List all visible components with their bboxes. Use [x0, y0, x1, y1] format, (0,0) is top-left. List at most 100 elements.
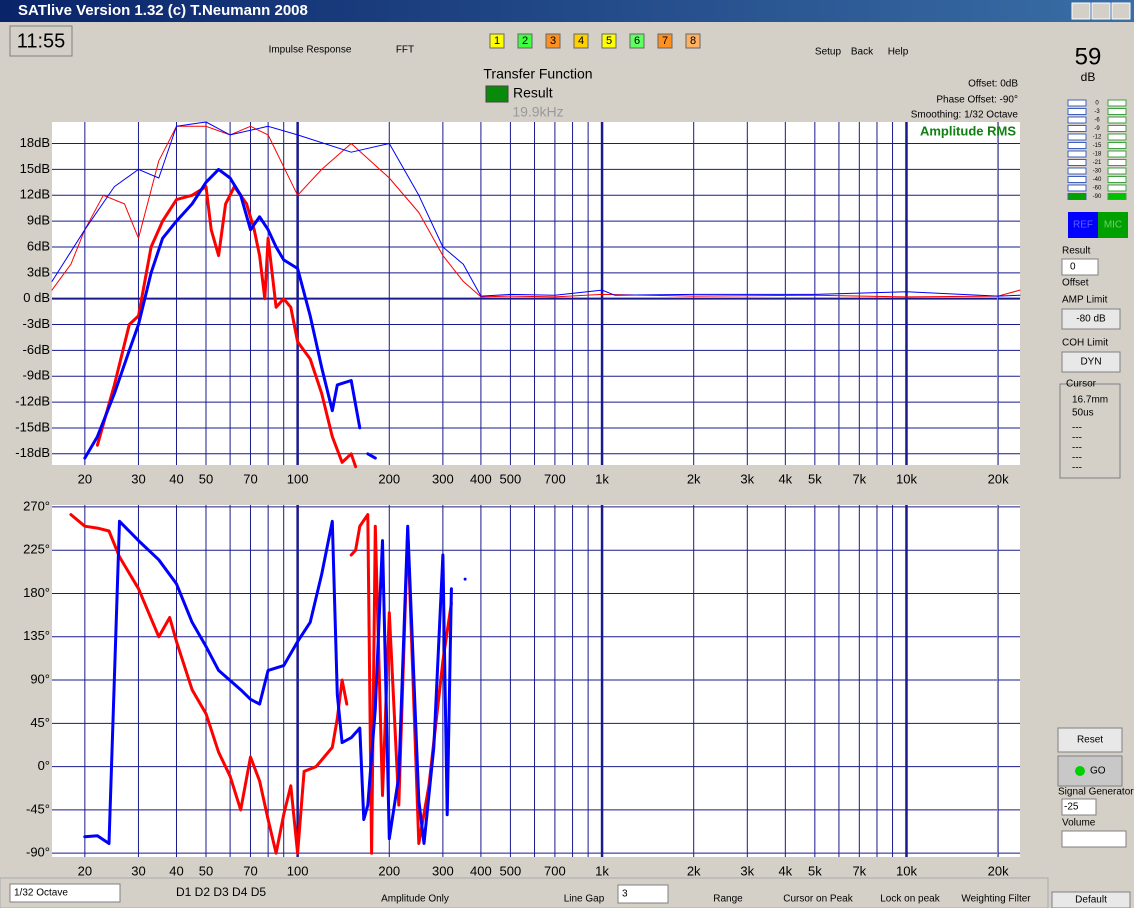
clock-box	[9, 25, 73, 57]
back-button[interactable]: Back	[851, 47, 874, 58]
ref-button[interactable]	[1068, 212, 1098, 238]
y-tick-label: -18dB	[15, 445, 50, 460]
coh-value: DYN	[1080, 357, 1101, 368]
amp-button[interactable]	[1061, 308, 1121, 330]
y-tick-label: -45°	[26, 801, 50, 816]
coh-button[interactable]	[1061, 351, 1121, 373]
bottom-toolbar	[0, 877, 1049, 908]
x-tick-label: 500	[500, 863, 522, 878]
y-tick-label: -6dB	[23, 342, 50, 357]
x-tick-label: 4k	[778, 863, 792, 878]
maximize-button[interactable]	[1091, 2, 1111, 20]
y-tick-label: 135°	[23, 628, 50, 643]
memory-button[interactable]	[601, 33, 617, 49]
meter-mic-cell	[1107, 167, 1127, 175]
lock-peak-button[interactable]: Lock on peak	[880, 894, 940, 905]
meter-label: -40	[1093, 177, 1102, 183]
go-led	[1075, 766, 1085, 776]
smoothing-select[interactable]	[9, 883, 121, 903]
meter-label: -6	[1094, 118, 1100, 124]
y-tick-label: 18dB	[20, 135, 50, 150]
cursor-line: ---	[1072, 463, 1082, 474]
meter-ref-cell	[1067, 99, 1087, 107]
delay-buttons[interactable]: D1 D2 D3 D4 D5	[176, 885, 266, 899]
x-tick-label: 100	[287, 863, 309, 878]
help-button[interactable]: Help	[888, 47, 909, 58]
result-spinner[interactable]	[1061, 258, 1099, 276]
meter-label: -18	[1093, 152, 1102, 158]
x-tick-label: 40	[169, 863, 183, 878]
annotation: Amplitude RMS	[920, 123, 1016, 138]
x-tick-label: 5k	[808, 863, 822, 878]
generator-spinner[interactable]	[1061, 798, 1097, 816]
y-tick-label: -12dB	[15, 394, 50, 409]
range-button[interactable]: Range	[713, 894, 743, 905]
meter-label: -3	[1094, 109, 1100, 115]
fft-button[interactable]: FFT	[396, 45, 414, 56]
memory-button[interactable]	[545, 33, 561, 49]
meter-mic-cell	[1107, 133, 1127, 141]
series-line	[83, 167, 377, 460]
meter-ref-cell	[1067, 142, 1087, 149]
volume-caption: Volume	[1062, 818, 1096, 829]
memory-button[interactable]	[657, 33, 673, 49]
x-tick-label: 3k	[740, 863, 754, 878]
x-tick-label: 700	[544, 471, 566, 486]
result-swatch	[485, 85, 509, 103]
amplitude-button[interactable]: Amplitude Only	[381, 894, 449, 905]
x-tick-label: 1k	[595, 863, 609, 878]
x-tick-label: 50	[199, 471, 213, 486]
result-value: 0	[1070, 262, 1076, 273]
y-tick-label: -3dB	[23, 316, 50, 331]
close-button[interactable]	[1111, 2, 1131, 20]
reset-button[interactable]	[1057, 727, 1123, 753]
result-caption: Result	[1062, 246, 1091, 257]
memory-button[interactable]	[573, 33, 589, 49]
meter-mic-cell	[1107, 125, 1127, 132]
meter-ref-cell	[1067, 159, 1087, 166]
x-tick-label: 4k	[778, 471, 792, 486]
y-tick-label: -9dB	[23, 368, 50, 383]
line-gap-value: 3	[622, 889, 628, 900]
memory-button[interactable]	[517, 33, 533, 49]
x-tick-label: 1k	[595, 471, 609, 486]
meter-mic-cell	[1107, 176, 1127, 183]
weighting-button[interactable]: Weighting Filter	[961, 894, 1031, 905]
x-tick-label: 200	[378, 863, 400, 878]
volume-select[interactable]	[1061, 830, 1127, 848]
memory-button[interactable]	[629, 33, 645, 49]
x-tick-label: 100	[287, 471, 309, 486]
toolbar	[0, 22, 1134, 62]
memory-label: 6	[634, 35, 640, 47]
go-button[interactable]	[1057, 755, 1123, 787]
meter-mic-cell	[1107, 193, 1127, 200]
memory-button[interactable]	[685, 33, 701, 49]
memory-label: 8	[690, 35, 696, 47]
mic-label: MIC	[1104, 220, 1122, 231]
mic-button[interactable]	[1098, 212, 1128, 238]
cursor-peak-button[interactable]: Cursor on Peak	[783, 894, 853, 905]
meter-ref-cell	[1067, 116, 1087, 124]
minimize-button[interactable]	[1071, 2, 1091, 20]
meter-label: -90	[1093, 194, 1102, 200]
y-tick-label: 0 dB	[23, 290, 50, 305]
meter-ref-cell	[1067, 193, 1087, 200]
setup-button[interactable]: Setup	[815, 47, 842, 58]
y-tick-label: 225°	[23, 542, 50, 557]
line-gap-spinner[interactable]	[617, 884, 669, 904]
series-line	[95, 185, 358, 469]
memory-button[interactable]	[489, 33, 505, 49]
series-line	[51, 121, 1021, 297]
smoothing: Smoothing: 1/32 Octave	[911, 110, 1019, 121]
x-tick-label: 2k	[687, 471, 701, 486]
x-tick-label: 20	[78, 863, 92, 878]
y-tick-label: -90°	[26, 845, 50, 860]
meter-label: -15	[1093, 143, 1102, 149]
impulse-button[interactable]: Impulse Response	[269, 45, 352, 56]
cursor-mm: 16.7mm	[1072, 395, 1108, 406]
x-tick-label: 70	[243, 863, 257, 878]
x-tick-label: 2k	[687, 863, 701, 878]
level-unit: dB	[1081, 70, 1096, 84]
default-button[interactable]	[1051, 891, 1131, 908]
